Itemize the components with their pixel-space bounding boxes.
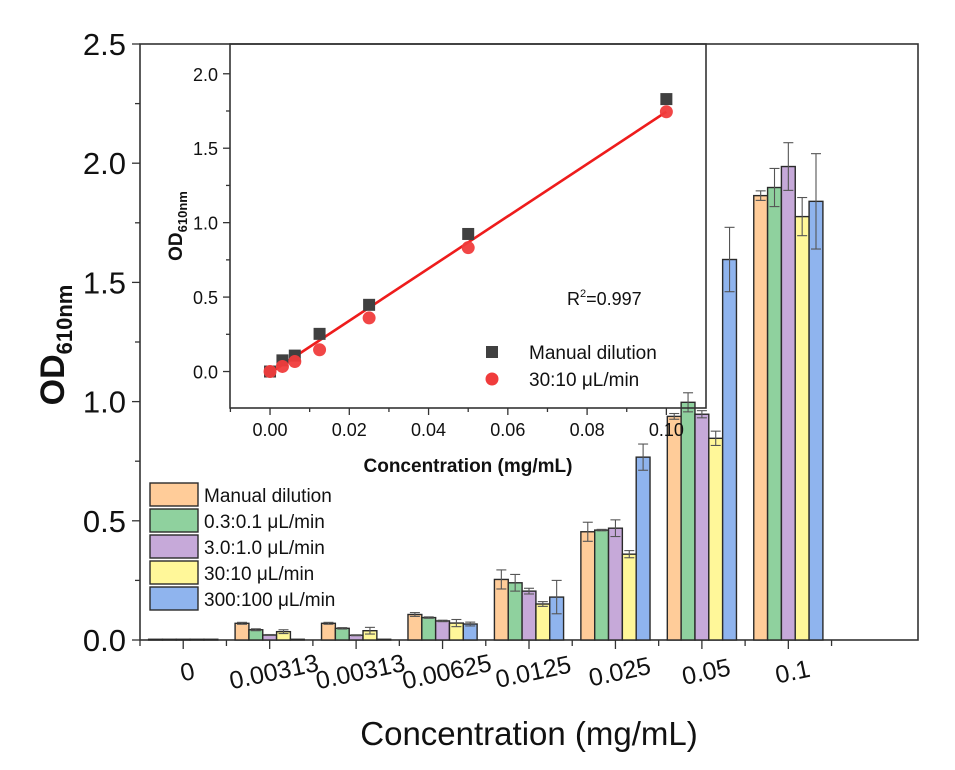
bar bbox=[580, 531, 596, 641]
inset-y-axis-title: OD610nm bbox=[166, 191, 190, 261]
bar bbox=[320, 622, 337, 641]
inset-legend-label: 30:10 μL/min bbox=[529, 370, 639, 391]
data-point-circle bbox=[313, 343, 327, 357]
legend-swatch bbox=[149, 560, 199, 585]
bar bbox=[708, 437, 724, 641]
inset-legend-label: Manual dilution bbox=[529, 343, 657, 364]
inset-x-tick-label: 0.08 bbox=[570, 420, 605, 440]
main-y-axis-title: OD610nm bbox=[34, 285, 77, 406]
legend-label: 30:10 μL/min bbox=[204, 564, 314, 585]
main-x-tick-label: 0.0125 bbox=[493, 651, 574, 694]
bar bbox=[621, 553, 637, 641]
inset-y-tick-label: 0.5 bbox=[193, 288, 218, 308]
bar bbox=[248, 629, 264, 641]
main-x-tick-label: 0.025 bbox=[586, 652, 653, 692]
bar bbox=[147, 638, 164, 641]
legend-swatch bbox=[149, 508, 199, 533]
main-y-tick-label: 1.0 bbox=[83, 385, 126, 420]
main-x-tick-label: 0.05 bbox=[680, 653, 733, 691]
main-x-tick-label: 0.00313 bbox=[313, 649, 407, 695]
main-x-tick-label: 0 bbox=[178, 657, 197, 687]
inset-legend-circle-icon bbox=[485, 372, 499, 386]
legend-swatch bbox=[149, 482, 199, 507]
main-y-tick-label: 0.0 bbox=[83, 623, 126, 658]
inset-y-tick-label: 2.0 bbox=[193, 65, 218, 85]
bar bbox=[407, 613, 423, 641]
inset-y-tick-label: 1.0 bbox=[193, 214, 218, 234]
bar bbox=[234, 622, 250, 641]
main-x-tick-label: 0.1 bbox=[773, 655, 813, 690]
data-point-square bbox=[660, 93, 673, 106]
bar bbox=[189, 638, 205, 641]
inset-y-tick-label: 1.5 bbox=[193, 139, 218, 159]
main-y-tick-label: 2.5 bbox=[83, 27, 126, 62]
r-squared-annotation: R2=0.997 bbox=[567, 288, 642, 309]
inset-x-tick-label: 0.06 bbox=[490, 420, 525, 440]
main-bar-chart: 0.00.51.01.52.02.50 0.003130.003130.00625… bbox=[83, 27, 919, 695]
inset-x-axis-title: Concentration (mg/mL) bbox=[364, 456, 573, 477]
inset-legend-square-icon bbox=[486, 346, 498, 358]
bar bbox=[161, 638, 178, 641]
bar bbox=[289, 638, 305, 641]
bar bbox=[607, 527, 624, 641]
legend-label: 0.3:0.1 μL/min bbox=[204, 512, 325, 533]
bar bbox=[593, 529, 610, 641]
bar bbox=[694, 413, 710, 641]
data-point-circle bbox=[288, 355, 302, 369]
legend-swatch bbox=[149, 586, 199, 611]
inset-x-tick-label: 0.10 bbox=[649, 420, 684, 440]
data-point-circle bbox=[461, 241, 475, 255]
data-point-square bbox=[462, 227, 475, 240]
bar bbox=[203, 638, 219, 641]
bar bbox=[635, 456, 651, 641]
main-y-axis-title-sub: 610nm bbox=[52, 285, 77, 355]
main-y-axis-title-base: OD bbox=[34, 354, 72, 405]
inset-x-tick-label: 0.00 bbox=[253, 420, 288, 440]
r-squared-sup: 2 bbox=[580, 288, 586, 300]
main-x-tick-label: 0.00625 bbox=[400, 649, 494, 695]
legend-swatch bbox=[149, 534, 199, 559]
bar bbox=[780, 165, 796, 641]
bar bbox=[766, 186, 783, 641]
bar bbox=[666, 415, 682, 641]
main-x-axis-title: Concentration (mg/mL) bbox=[360, 715, 697, 752]
legend-label: 300:100 μL/min bbox=[204, 590, 335, 611]
bar bbox=[794, 215, 810, 641]
bar bbox=[175, 638, 191, 641]
r-squared-base: R bbox=[567, 289, 580, 309]
main-y-tick-label: 1.5 bbox=[83, 265, 126, 300]
inset-scatter-chart: 0.0 0.5 1.0 1.5 2.0 0.00 0.02 0.04 0.06 0.08 0.10 M… bbox=[193, 43, 707, 440]
main-y-tick-label: 0.5 bbox=[83, 504, 126, 539]
inset-x-tick-label: 0.02 bbox=[332, 420, 367, 440]
data-point-square bbox=[313, 327, 326, 340]
inset-y-axis-title-base: OD bbox=[166, 232, 187, 261]
bar bbox=[334, 627, 350, 641]
data-point-circle bbox=[275, 359, 289, 373]
data-point-circle bbox=[659, 105, 673, 119]
data-point-circle bbox=[263, 365, 277, 379]
legend-label: Manual dilution bbox=[204, 486, 332, 507]
r-squared-value: =0.997 bbox=[586, 289, 642, 309]
bar bbox=[753, 194, 769, 641]
bar bbox=[376, 638, 392, 641]
inset-y-tick-label: 0.0 bbox=[193, 363, 218, 383]
bar bbox=[521, 590, 537, 641]
inset-x-tick-label: 0.04 bbox=[411, 420, 446, 440]
bar bbox=[535, 603, 551, 641]
data-point-circle bbox=[362, 311, 376, 325]
data-point-square bbox=[363, 298, 376, 311]
inset-y-axis-title-sub: 610nm bbox=[175, 191, 190, 232]
main-x-tick-label: 0.00313 bbox=[227, 649, 321, 695]
main-y-tick-label: 2.0 bbox=[83, 146, 126, 181]
bar bbox=[721, 258, 738, 641]
bar bbox=[434, 620, 451, 641]
legend-label: 3.0:1.0 μL/min bbox=[204, 538, 325, 559]
bar bbox=[808, 200, 824, 641]
bar bbox=[421, 616, 437, 641]
